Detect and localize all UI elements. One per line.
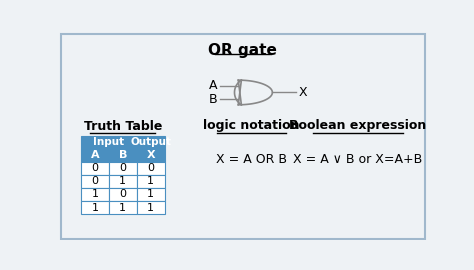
FancyBboxPatch shape [137, 188, 164, 201]
Text: 1: 1 [91, 190, 99, 200]
FancyBboxPatch shape [81, 188, 109, 201]
FancyBboxPatch shape [137, 136, 164, 149]
FancyBboxPatch shape [137, 175, 164, 188]
Text: X: X [299, 86, 307, 99]
Text: X: X [146, 150, 155, 160]
Text: 0: 0 [91, 176, 99, 186]
FancyBboxPatch shape [81, 201, 109, 214]
FancyBboxPatch shape [81, 162, 109, 175]
Text: Truth Table: Truth Table [83, 120, 162, 133]
Text: 1: 1 [147, 190, 154, 200]
Text: logic notation: logic notation [203, 120, 300, 133]
FancyBboxPatch shape [109, 201, 137, 214]
FancyBboxPatch shape [81, 136, 137, 149]
Text: A: A [209, 79, 218, 92]
Text: B: B [209, 93, 218, 106]
FancyBboxPatch shape [61, 34, 425, 239]
FancyBboxPatch shape [109, 149, 137, 162]
Text: 1: 1 [147, 176, 154, 186]
FancyBboxPatch shape [81, 175, 109, 188]
Text: 0: 0 [147, 163, 154, 173]
FancyBboxPatch shape [81, 149, 109, 162]
Text: B: B [118, 150, 127, 160]
Text: 0: 0 [91, 163, 99, 173]
Text: 1: 1 [91, 202, 99, 212]
Text: OR gate: OR gate [209, 43, 277, 58]
FancyBboxPatch shape [137, 149, 164, 162]
Text: Input: Input [93, 137, 124, 147]
FancyBboxPatch shape [109, 162, 137, 175]
Text: X = A OR B: X = A OR B [216, 153, 287, 166]
Text: A: A [91, 150, 99, 160]
Text: X = A ∨ B or X=A+B: X = A ∨ B or X=A+B [293, 153, 422, 166]
FancyBboxPatch shape [109, 175, 137, 188]
Text: 0: 0 [119, 190, 126, 200]
Text: Output: Output [130, 137, 171, 147]
FancyBboxPatch shape [137, 201, 164, 214]
Text: 1: 1 [119, 176, 126, 186]
FancyBboxPatch shape [137, 162, 164, 175]
FancyBboxPatch shape [109, 188, 137, 201]
Text: 1: 1 [147, 202, 154, 212]
Text: Boolean expression: Boolean expression [289, 120, 426, 133]
Text: 1: 1 [119, 202, 126, 212]
Text: 0: 0 [119, 163, 126, 173]
